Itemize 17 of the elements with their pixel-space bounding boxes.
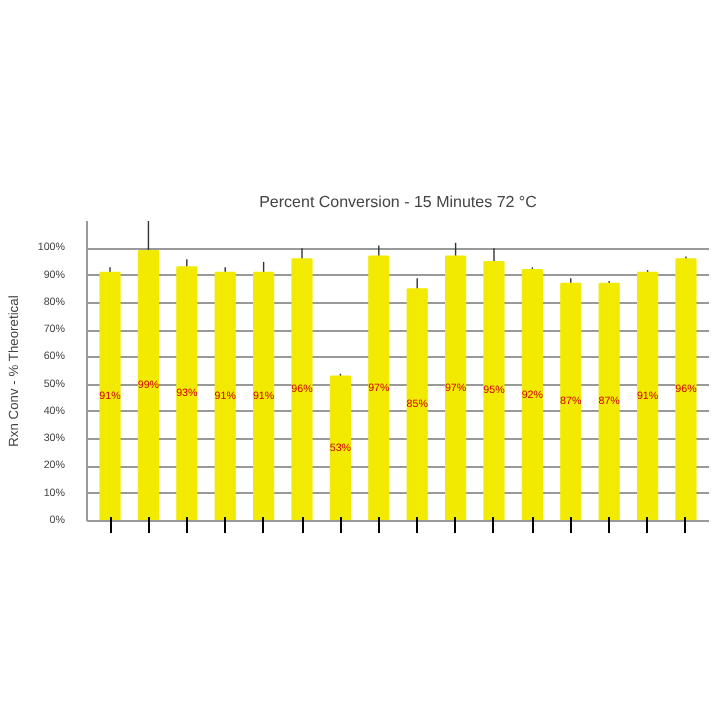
bar [598,282,620,521]
bar [253,271,275,521]
bar [99,271,121,521]
bar [560,282,582,521]
bar [521,269,543,521]
bar [214,271,236,521]
bar [137,250,160,521]
bar [675,258,697,521]
bar [636,271,659,521]
bar [483,260,505,521]
bar [444,255,467,521]
bar [176,266,198,521]
bar [291,258,313,521]
bar [329,375,352,521]
bar [368,255,390,521]
bar [406,288,428,521]
chart-title: Percent Conversion - 15 Minutes 72 °C [259,193,538,211]
